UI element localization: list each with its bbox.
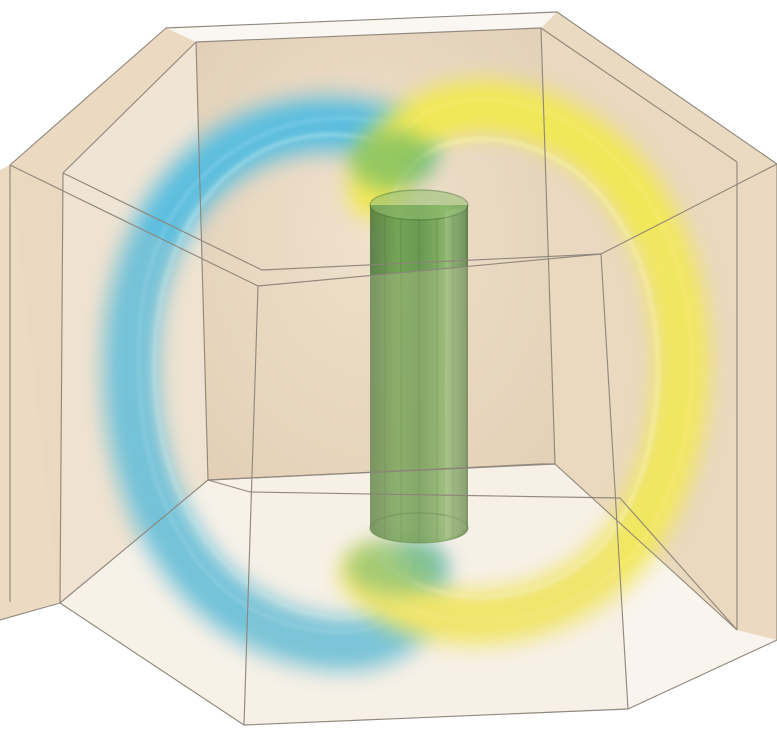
- cylinder-body: [370, 205, 468, 543]
- yellow-field-loop: [339, 78, 712, 647]
- prism-front: [10, 12, 777, 725]
- front-face-right: [601, 164, 777, 709]
- prism-edges: [0, 11, 777, 726]
- overlap-glow: [347, 130, 443, 594]
- cyan-field-loop: [101, 95, 449, 673]
- cylinder-highlight: [445, 205, 466, 538]
- front-face-left: [10, 165, 258, 725]
- cylinder-bottom-rim: [369, 512, 469, 544]
- cylinder-facets: [384, 214, 454, 542]
- yellow-loop-streak-1: [380, 137, 660, 600]
- yellow-loop-core: [353, 92, 698, 633]
- front-face-center: [244, 254, 628, 725]
- cyan-loop-streak-1: [152, 132, 411, 620]
- top-rim: [10, 12, 777, 286]
- central-cylinder: [369, 189, 469, 544]
- back-face-left: [0, 28, 196, 620]
- upper-overlap: [350, 130, 434, 190]
- lower-overlap: [347, 538, 443, 594]
- cyan-loop-streak-2: [137, 116, 423, 634]
- field-loops: [101, 78, 712, 673]
- yellow-loop-streak-2: [370, 97, 694, 623]
- cylinder-top: [369, 189, 469, 221]
